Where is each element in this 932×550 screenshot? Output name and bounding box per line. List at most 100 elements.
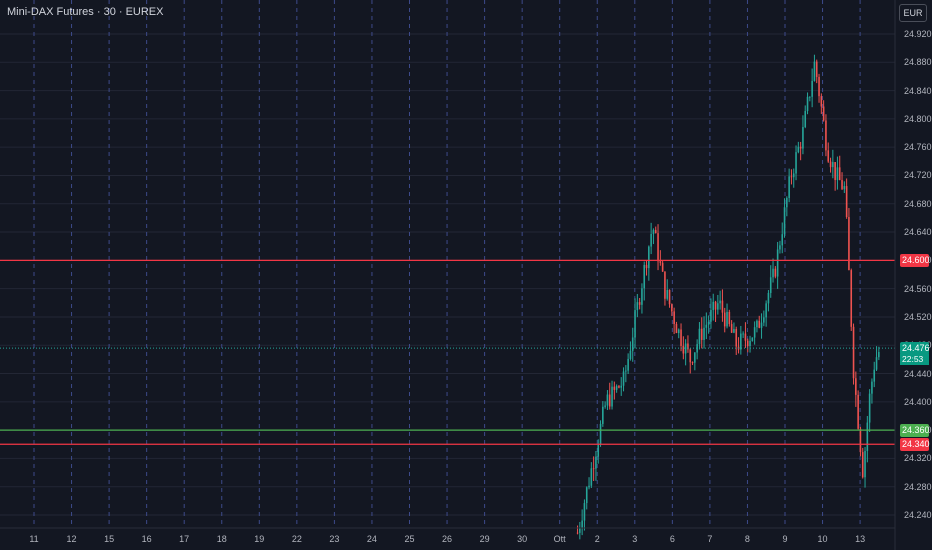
candle-body — [878, 352, 880, 358]
candle-body — [866, 422, 869, 451]
candle-body — [615, 386, 618, 390]
candle-body — [820, 96, 823, 107]
candle-body — [611, 386, 613, 407]
currency-button[interactable]: EUR — [899, 4, 927, 22]
candle-body — [694, 352, 696, 363]
candle-body — [689, 349, 692, 363]
candle-body — [696, 344, 698, 353]
candle-body — [804, 111, 807, 128]
candle-body — [822, 106, 825, 121]
level-label-support: 24.360 — [900, 424, 930, 437]
candle-body — [763, 317, 765, 323]
price-tick-label: 24.680 — [904, 198, 932, 209]
candle-body — [666, 289, 669, 299]
time-tick-label: 22 — [291, 534, 302, 544]
price-tick-label: 24.720 — [904, 170, 932, 181]
candle-body — [592, 468, 595, 470]
time-tick-label: 18 — [216, 534, 227, 544]
price-tick-label: 24.880 — [904, 57, 932, 68]
candle-body — [751, 337, 754, 341]
level-label-resistance-upper: 24.600 — [900, 254, 930, 267]
time-tick-label: 15 — [104, 534, 115, 544]
candle-body — [809, 96, 811, 98]
candle-body — [671, 304, 673, 312]
time-tick-label: 3 — [632, 534, 638, 544]
candle-body — [758, 320, 761, 328]
candle-body — [783, 207, 786, 235]
time-tick-label: 16 — [141, 534, 152, 544]
candle-body — [673, 311, 675, 324]
candle-body — [659, 261, 662, 263]
candle-body — [599, 423, 602, 445]
candle-body — [680, 329, 682, 346]
time-tick-label: Ott — [553, 534, 566, 544]
candle-body — [864, 450, 866, 478]
time-tick-label: 11 — [29, 534, 39, 544]
candle-body — [636, 302, 639, 311]
candle-body — [873, 369, 876, 382]
candle-body — [657, 233, 659, 262]
candle-body — [875, 357, 878, 370]
candle-body — [742, 333, 744, 335]
candle-body — [836, 167, 839, 181]
candle-body — [650, 233, 652, 247]
candle-body — [682, 345, 685, 354]
candle-body — [641, 288, 643, 305]
candle-body — [721, 300, 724, 313]
candle-body — [781, 234, 784, 246]
candle-body — [749, 340, 751, 347]
time-tick-label: 9 — [782, 534, 788, 544]
candle-body — [700, 328, 703, 340]
candle-body — [730, 324, 733, 333]
price-tick-label: 24.800 — [904, 113, 932, 124]
candle-body — [838, 167, 841, 181]
candle-body — [753, 327, 756, 338]
candle-body — [769, 277, 772, 293]
price-tick-label: 24.760 — [904, 142, 932, 153]
candle-body — [788, 176, 790, 198]
candle-body — [634, 310, 636, 338]
candle-body — [834, 162, 836, 181]
candle-body — [735, 329, 738, 347]
time-tick-label: 29 — [479, 534, 490, 544]
candle-body — [811, 80, 813, 97]
candle-body — [576, 532, 579, 534]
candle-body — [843, 186, 846, 190]
candlestick-series[interactable] — [576, 54, 880, 540]
time-tick-label: 2 — [594, 534, 600, 544]
price-tick-label: 24.320 — [904, 453, 932, 464]
time-tick-label: 26 — [442, 534, 453, 544]
time-tick-label: 25 — [404, 534, 415, 544]
candle-body — [792, 173, 795, 178]
candle-body — [790, 176, 793, 178]
candle-body — [585, 487, 588, 504]
candle-body — [581, 520, 583, 528]
candle-body — [629, 350, 632, 359]
candle-body — [756, 320, 758, 328]
time-tick-label: 7 — [707, 534, 713, 544]
candle-body — [645, 264, 648, 269]
candle-body — [627, 358, 629, 371]
candle-body — [733, 329, 735, 333]
candle-body — [675, 323, 678, 334]
candle-body — [664, 271, 666, 299]
price-tick-label: 24.400 — [904, 396, 932, 407]
price-tick-label: 24.280 — [904, 481, 932, 492]
candle-body — [677, 329, 680, 334]
time-tick-label: 12 — [66, 534, 77, 544]
candle-body — [825, 120, 827, 151]
candle-body — [608, 394, 611, 407]
candle-body — [795, 152, 797, 174]
chart-title: Mini-DAX Futures · 30 · EUREX — [7, 6, 164, 18]
candle-body — [705, 324, 708, 328]
candle-body — [654, 229, 657, 234]
horizontal-levels[interactable] — [0, 259, 895, 445]
price-tick-label: 24.640 — [904, 227, 932, 238]
candle-body — [723, 312, 726, 327]
price-tick-label: 24.840 — [904, 85, 932, 96]
candle-body — [871, 381, 873, 394]
candle-body — [806, 96, 809, 112]
price-tick-label: 24.240 — [904, 510, 932, 520]
time-tick-label: 6 — [669, 534, 675, 544]
